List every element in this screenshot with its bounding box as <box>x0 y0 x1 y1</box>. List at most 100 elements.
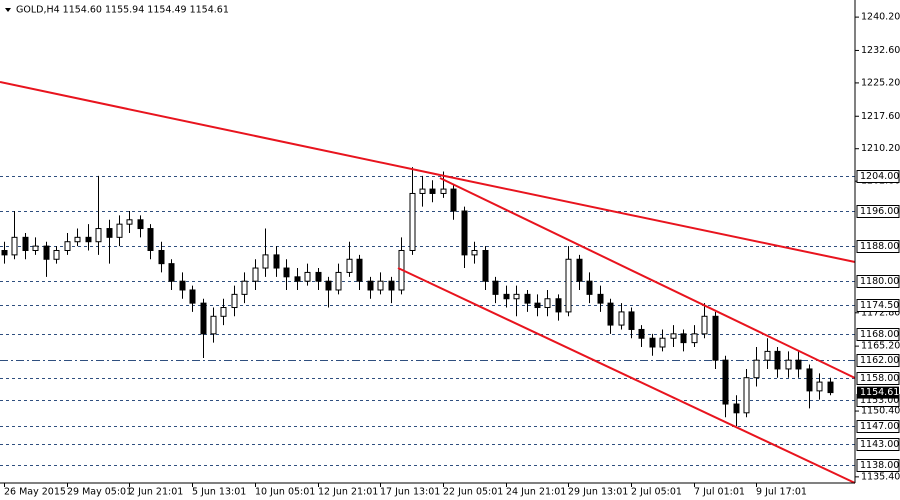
candle-body <box>764 350 771 361</box>
candle-body <box>524 293 531 304</box>
level-label: 1168.00 <box>860 329 899 340</box>
level-label: 1174.50 <box>860 300 899 311</box>
level-label-box <box>856 275 900 288</box>
candle-body <box>32 245 39 251</box>
x-tick-label: 10 Jun 05:01 <box>255 487 315 498</box>
level-label-box <box>856 420 900 433</box>
y-tick-label: 1225.20 <box>861 77 900 88</box>
candle-body <box>377 280 384 291</box>
candle-body <box>534 302 541 309</box>
candle-body <box>294 276 301 282</box>
candle-body <box>168 263 175 282</box>
candle-body <box>429 188 436 194</box>
level-label: 1147.00 <box>860 421 899 432</box>
level-label-box <box>856 438 900 451</box>
candle-body <box>743 377 750 414</box>
x-tick-label: 7 Jul 01:01 <box>694 487 745 498</box>
candle-body <box>74 236 81 243</box>
candle-body <box>126 219 133 225</box>
candle-body <box>806 368 813 392</box>
candle-body <box>513 293 520 300</box>
candle-body <box>555 298 562 313</box>
candle-body <box>440 188 447 194</box>
candle-body <box>189 289 196 304</box>
level-label: 1204.00 <box>860 171 899 182</box>
candle-body <box>701 315 708 335</box>
candle-body <box>618 311 625 326</box>
candle-body <box>1 249 8 256</box>
candle-body <box>753 359 760 379</box>
candle-body <box>241 280 248 295</box>
y-tick-label: 1210.20 <box>861 143 900 154</box>
candle-body <box>325 280 332 291</box>
candle-body <box>106 228 113 238</box>
candle-body <box>346 258 353 273</box>
y-tick-label: 1135.40 <box>861 471 900 482</box>
trend-lines <box>0 81 856 484</box>
level-label: 1153.00 <box>860 395 899 406</box>
candle-body <box>607 302 614 326</box>
candle-body <box>64 241 71 251</box>
x-tick-label: 26 May 2015 <box>4 487 66 498</box>
candle-body <box>179 280 186 291</box>
candle-body <box>785 359 792 370</box>
level-label: 1180.00 <box>860 276 899 287</box>
candle-body <box>231 293 238 309</box>
candle-body <box>419 188 426 194</box>
candle-body <box>137 219 144 230</box>
axis-labels: 1240.201232.601225.201217.601210.201202.… <box>4 12 900 498</box>
level-label-box <box>856 205 900 218</box>
candle-body <box>388 280 395 291</box>
candle-body <box>43 245 50 260</box>
candle-body <box>273 254 280 269</box>
level-label: 1143.00 <box>860 439 899 450</box>
candle-body <box>597 293 604 304</box>
x-tick-label: 5 Jun 13:01 <box>192 487 246 498</box>
level-label: 1196.00 <box>860 206 899 217</box>
trend-line <box>397 267 856 484</box>
level-label: 1138.00 <box>860 460 899 471</box>
candle-body <box>816 381 823 392</box>
candle-body <box>409 192 416 251</box>
trend-line <box>439 177 856 379</box>
candle-body <box>492 280 499 295</box>
candle-body <box>53 249 60 260</box>
candle-body <box>147 228 154 251</box>
candle-body <box>11 236 18 256</box>
candle-body <box>158 249 165 265</box>
candle-body <box>774 350 781 370</box>
candle-body <box>565 258 572 313</box>
candle-body <box>712 315 719 361</box>
candle-body <box>649 337 656 348</box>
x-tick-label: 12 Jun 21:01 <box>318 487 378 498</box>
candle-body <box>450 188 457 212</box>
candle-body <box>722 359 729 405</box>
candle-body <box>576 258 583 282</box>
candles <box>1 167 834 426</box>
candle-body <box>283 267 290 278</box>
candle-body <box>95 228 102 243</box>
current-price-label: 1154.61 <box>860 387 899 398</box>
level-label: 1188.00 <box>860 241 899 252</box>
candle-body <box>691 333 698 344</box>
current-price-box <box>857 386 899 399</box>
candle-body <box>670 333 677 339</box>
menu-triangle <box>5 8 11 12</box>
candle-body <box>304 271 311 282</box>
candle-body <box>200 302 207 335</box>
x-tick-label: 29 May 05:01 <box>67 487 132 498</box>
level-label: 1162.00 <box>860 355 899 366</box>
candle-body <box>85 236 92 243</box>
candle-body <box>827 381 834 394</box>
x-tick-label: 29 Jun 13:01 <box>568 487 628 498</box>
y-tick-label: 1165.20 <box>861 341 900 352</box>
candle-body <box>252 267 259 282</box>
level-label: 1158.00 <box>860 373 899 384</box>
x-tick-label: 2 Jul 05:01 <box>631 487 682 498</box>
level-label-box <box>856 299 900 312</box>
candle-body <box>659 337 666 348</box>
level-label-box <box>856 328 900 341</box>
candle-body <box>628 311 635 330</box>
y-tick-label: 1240.20 <box>861 12 900 23</box>
